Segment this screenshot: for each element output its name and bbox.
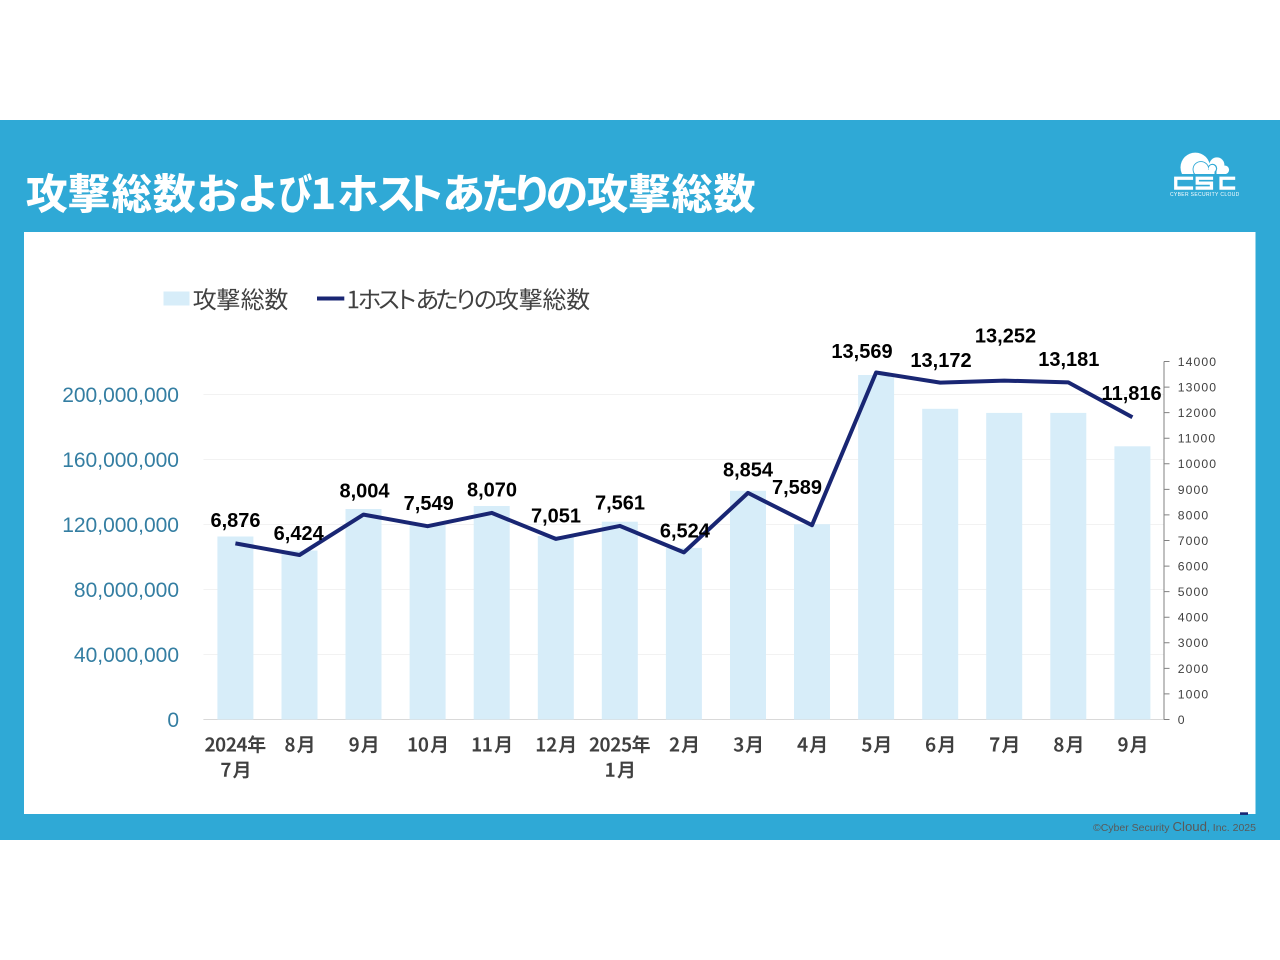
- svg-text:8,070: 8,070: [467, 479, 517, 501]
- svg-text:40,000,000: 40,000,000: [74, 644, 179, 667]
- svg-text:10000: 10000: [1178, 457, 1217, 471]
- svg-text:12000: 12000: [1178, 406, 1217, 420]
- svg-text:13,181: 13,181: [1038, 349, 1099, 371]
- svg-text:©Cyber Security Cloud, Inc. 20: ©Cyber Security Cloud, Inc. 2025: [1093, 819, 1256, 834]
- svg-text:11000: 11000: [1178, 432, 1217, 446]
- svg-text:6,876: 6,876: [210, 510, 260, 532]
- svg-text:80,000,000: 80,000,000: [74, 579, 179, 602]
- svg-text:13,172: 13,172: [910, 350, 971, 372]
- svg-text:6000: 6000: [1178, 560, 1210, 574]
- svg-text:7,561: 7,561: [595, 492, 645, 514]
- svg-text:8,004: 8,004: [339, 480, 390, 502]
- svg-text:11,816: 11,816: [1102, 383, 1162, 405]
- svg-text:0: 0: [1178, 713, 1186, 727]
- svg-text:7,589: 7,589: [772, 477, 822, 499]
- svg-text:200,000,000: 200,000,000: [62, 384, 179, 407]
- svg-text:7,549: 7,549: [404, 493, 454, 515]
- svg-text:1000: 1000: [1178, 687, 1210, 701]
- svg-text:2000: 2000: [1178, 662, 1210, 676]
- svg-text:8,854: 8,854: [723, 459, 774, 481]
- svg-text:0: 0: [167, 709, 179, 732]
- svg-text:6,424: 6,424: [274, 523, 325, 545]
- svg-text:5000: 5000: [1178, 585, 1210, 599]
- svg-text:7000: 7000: [1178, 534, 1210, 548]
- svg-text:160,000,000: 160,000,000: [62, 449, 179, 472]
- svg-text:13,252: 13,252: [975, 325, 1036, 347]
- svg-text:3000: 3000: [1178, 636, 1210, 650]
- svg-text:7,051: 7,051: [531, 505, 581, 527]
- svg-text:9000: 9000: [1178, 483, 1210, 497]
- svg-text:4000: 4000: [1178, 611, 1210, 625]
- svg-text:120,000,000: 120,000,000: [62, 514, 179, 537]
- svg-text:14000: 14000: [1178, 355, 1217, 369]
- svg-text:8000: 8000: [1178, 508, 1210, 522]
- svg-text:13,569: 13,569: [831, 341, 892, 363]
- svg-text:6,524: 6,524: [660, 521, 711, 543]
- svg-text:13000: 13000: [1178, 381, 1217, 395]
- svg-text:CYBER SECURITY CLOUD: CYBER SECURITY CLOUD: [1170, 192, 1240, 198]
